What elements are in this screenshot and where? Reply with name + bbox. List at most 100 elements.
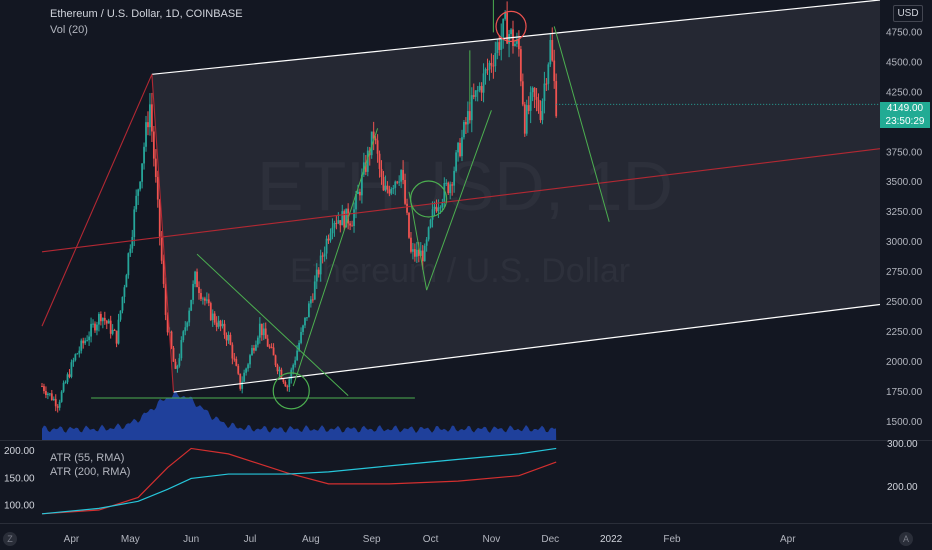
price-tick-label: 4250.00 — [886, 87, 923, 98]
candle-body — [543, 83, 546, 101]
candle-body — [149, 104, 151, 128]
watermark-name: Ethereum / U.S. Dollar — [290, 252, 630, 290]
candle-body — [152, 131, 155, 159]
candles — [41, 1, 558, 413]
candle-body — [447, 182, 450, 194]
candle-body — [294, 360, 297, 365]
candle-body — [256, 337, 259, 345]
candle-body — [453, 170, 456, 186]
volume-area — [42, 391, 557, 440]
candle-body — [101, 317, 104, 322]
candle-body — [292, 364, 295, 370]
atr200-line — [41, 447, 557, 515]
candle-body — [247, 364, 249, 369]
candle-body — [355, 193, 357, 210]
candle-body — [255, 344, 257, 351]
candle-body — [537, 99, 540, 112]
candle-body — [529, 92, 532, 111]
candle-body — [351, 225, 353, 227]
candle-body — [258, 323, 261, 338]
candle-body — [508, 34, 510, 44]
candle-body — [260, 323, 263, 336]
candle-body — [162, 260, 165, 284]
candle-body — [46, 393, 49, 395]
candle-body — [517, 39, 520, 50]
candle-body — [272, 347, 275, 356]
channel-fill — [151, 0, 881, 393]
price-tick-label: 2000.00 — [886, 357, 923, 368]
currency-button[interactable]: USD — [893, 5, 923, 22]
candle-body — [474, 90, 477, 97]
candle-body — [502, 18, 505, 37]
candle-body — [233, 358, 236, 360]
atr200-label: ATR (200, RMA) — [50, 466, 131, 478]
candle-body — [362, 162, 365, 175]
candle-body — [396, 181, 399, 183]
candle-body — [200, 293, 202, 299]
time-tick-label: 2022 — [600, 534, 623, 545]
candle-body — [470, 95, 473, 121]
trend-line-up — [292, 128, 379, 387]
candle-body — [451, 184, 454, 186]
channel-top-line — [151, 0, 881, 75]
candle-body — [547, 64, 550, 84]
candle-body — [435, 206, 438, 212]
time-tick-label: Jul — [244, 534, 257, 545]
candle-body — [137, 189, 140, 196]
candle-body — [156, 176, 159, 200]
candle-body — [74, 354, 77, 361]
price-tick-label: 1500.00 — [886, 417, 923, 428]
candle-body — [43, 386, 45, 392]
candle-body — [133, 209, 136, 237]
candle-body — [521, 81, 524, 105]
candle-body — [380, 168, 383, 177]
candle-body — [296, 350, 299, 361]
candle-body — [551, 40, 554, 61]
candle-body — [213, 313, 216, 323]
candle-body — [229, 334, 232, 345]
candle-body — [427, 227, 430, 240]
candle-body — [535, 96, 538, 100]
candle-body — [341, 211, 344, 226]
candle-body — [278, 369, 281, 372]
candle-body — [300, 331, 302, 343]
candle-body — [408, 212, 410, 238]
price-tick-label: 4500.00 — [886, 57, 923, 68]
candle-body — [459, 142, 461, 157]
candle-body — [421, 250, 424, 262]
candle-body — [82, 340, 85, 344]
candle-body — [135, 195, 138, 210]
candle-body — [202, 298, 204, 300]
candle-body — [461, 137, 463, 157]
candle-body — [404, 179, 406, 204]
candle-body — [302, 325, 304, 332]
candle-body — [129, 248, 132, 254]
atr55-line — [41, 447, 557, 515]
candle-body — [86, 340, 89, 342]
candle-body — [486, 69, 489, 71]
candle-body — [284, 382, 287, 387]
atr-right-tick-label: 200.00 — [887, 482, 918, 493]
auto-scale-button[interactable]: A — [899, 532, 913, 546]
volume-label: Vol (20) — [50, 24, 88, 36]
candle-body — [264, 328, 267, 339]
candle-body — [417, 249, 420, 256]
candle-body — [243, 372, 246, 382]
candle-body — [127, 253, 130, 276]
candle-body — [274, 355, 277, 366]
zoom-reset-button[interactable]: Z — [3, 532, 17, 546]
candle-body — [99, 313, 102, 322]
candle-body — [188, 310, 191, 323]
pitchfork-handle — [41, 74, 175, 393]
trend-line-down — [408, 191, 428, 291]
candle-body — [390, 188, 393, 194]
candle-body — [425, 239, 428, 246]
candle-body — [321, 255, 324, 257]
candle-body — [374, 138, 377, 141]
candle-body — [94, 323, 96, 331]
time-tick-label: Apr — [780, 534, 796, 545]
candle-body — [457, 142, 459, 153]
candle-body — [476, 90, 479, 92]
candle-body — [308, 303, 310, 318]
